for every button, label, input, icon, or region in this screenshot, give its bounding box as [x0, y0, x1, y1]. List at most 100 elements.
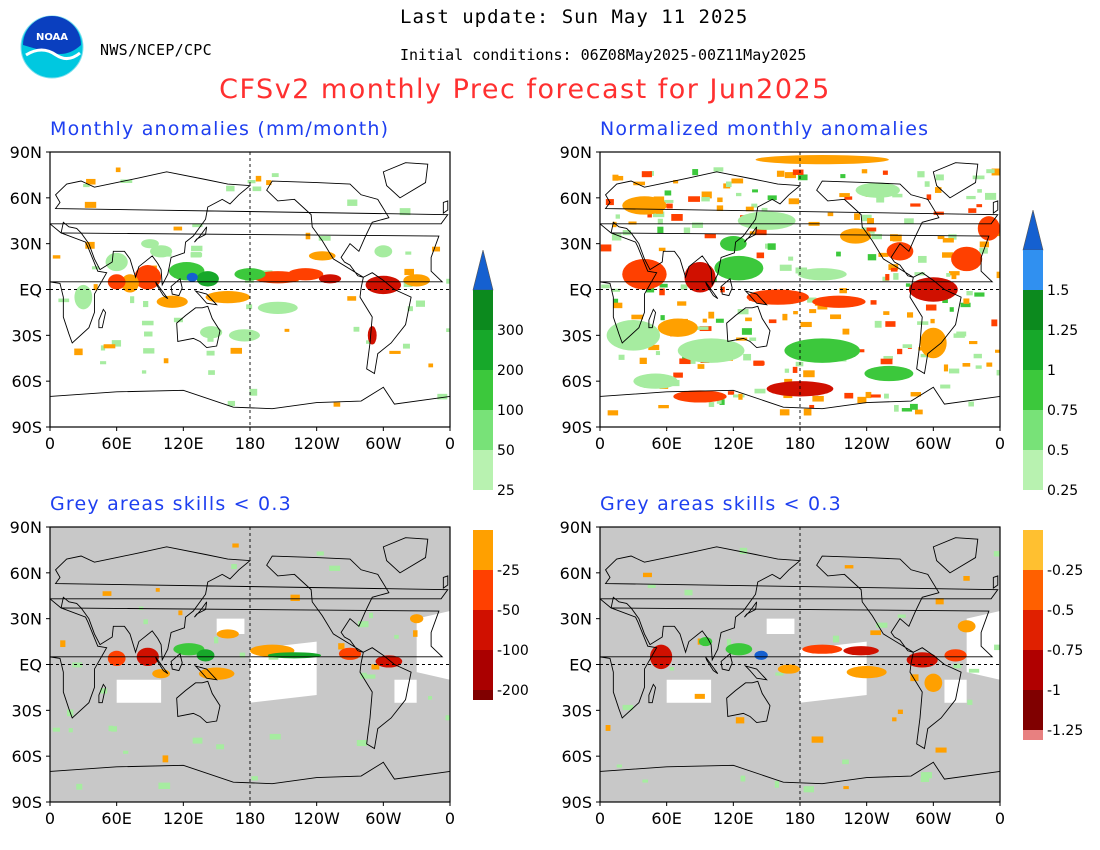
anomaly-patch	[755, 155, 889, 165]
lon-tick-label: 180	[235, 809, 266, 828]
anomaly-cell	[966, 195, 976, 200]
coastline-australia	[726, 305, 771, 349]
colorbar-label: 1	[1047, 363, 1056, 379]
anomaly-cell	[935, 598, 944, 605]
anomaly-cell	[934, 187, 942, 193]
lat-tick-label: 30N	[10, 235, 42, 254]
anomaly-patch	[196, 271, 219, 287]
anomaly-cell	[986, 362, 993, 367]
colorbar-label: 0.25	[1047, 483, 1078, 499]
anomaly-cell	[807, 297, 817, 303]
colorbar-arrow-top	[1022, 210, 1044, 251]
coastline-borneo	[170, 652, 183, 672]
anomaly-cell	[664, 199, 674, 203]
anomaly-cell	[782, 313, 788, 321]
anomaly-cell	[162, 755, 169, 763]
anomaly-cell	[836, 251, 841, 257]
anomaly-cell	[792, 169, 804, 175]
anomaly-cell	[232, 543, 239, 548]
colorbar-label: -0.25	[1047, 563, 1083, 579]
anomaly-cell	[633, 181, 646, 186]
lat-tick-label: 30S	[561, 326, 592, 345]
lon-tick-label: 180	[235, 434, 266, 453]
anomaly-cell	[979, 241, 990, 248]
anomaly-cell	[251, 776, 258, 781]
anomaly-cell	[356, 739, 368, 747]
anomaly-patch	[338, 647, 362, 660]
anomaly-cell	[684, 589, 693, 596]
coastline-sumatra	[705, 281, 719, 300]
lon-tick-label: 60W	[365, 434, 401, 453]
anomaly-patch	[107, 650, 126, 667]
anomaly-cell	[751, 203, 758, 208]
last-update: Last update: Sun May 11 2025	[400, 6, 749, 28]
anomaly-cell	[360, 672, 367, 679]
anomaly-cell	[968, 668, 980, 673]
lat-tick-label: 60S	[561, 372, 592, 391]
anomaly-cell	[809, 404, 815, 409]
anomaly-cell	[844, 392, 854, 399]
anomaly-cell	[854, 213, 860, 220]
coastline-africa	[50, 232, 444, 344]
anomaly-cell	[613, 298, 619, 304]
anomaly-cell	[715, 318, 724, 323]
lat-tick-label: 90N	[10, 143, 42, 162]
anomaly-cell	[190, 252, 202, 258]
anomaly-cell	[812, 395, 824, 402]
anomaly-patch	[121, 274, 139, 293]
anomaly-patch	[150, 245, 173, 258]
lon-tick-label: 0	[595, 809, 605, 828]
anomaly-cell	[883, 355, 893, 360]
anomaly-cell	[68, 728, 73, 733]
anomaly-cell	[664, 190, 672, 196]
anomaly-cell	[994, 644, 1000, 651]
coastline-namerica	[266, 180, 390, 278]
anomaly-cell	[701, 191, 712, 199]
anomaly-patch	[308, 251, 336, 261]
lat-tick-label: EQ	[569, 281, 592, 300]
anomaly-cell	[839, 193, 850, 198]
anomaly-patch	[977, 216, 1000, 241]
anomaly-cell	[673, 372, 683, 378]
lat-tick-label: 60S	[11, 372, 42, 391]
skill-area	[416, 611, 450, 680]
anomaly-cell	[91, 266, 100, 270]
anomaly-cell	[792, 366, 798, 373]
lat-tick-label: 60N	[10, 564, 42, 583]
anomaly-cell	[99, 688, 108, 694]
anomaly-patch	[746, 289, 809, 305]
coastline-borneo	[720, 277, 733, 297]
anomaly-cell	[727, 391, 735, 395]
anomaly-cell	[600, 244, 612, 252]
anomaly-cell	[704, 233, 716, 239]
anomaly-cell	[659, 283, 668, 288]
anomaly-cell	[933, 211, 944, 215]
colorbar-segment	[473, 650, 493, 690]
lon-tick-label: 0	[445, 809, 455, 828]
anomaly-patch	[754, 650, 768, 660]
anomaly-cell	[628, 221, 637, 225]
anomaly-cell	[601, 284, 610, 289]
anomaly-cell	[680, 284, 688, 290]
anomaly-patch	[886, 242, 914, 261]
anomaly-cell	[155, 588, 160, 592]
anomaly-cell	[622, 704, 634, 711]
anomaly-cell	[671, 214, 683, 221]
anomaly-cell	[607, 410, 619, 416]
anomaly-cell	[100, 361, 107, 365]
anomaly-cell	[904, 218, 914, 224]
anomaly-cell	[192, 737, 203, 744]
anomaly-cell	[943, 364, 949, 372]
anomaly-cell	[986, 169, 995, 174]
anomaly-cell	[869, 230, 875, 234]
anomaly-cell	[631, 314, 643, 320]
colorbar-label: 1.25	[1047, 323, 1078, 339]
anomaly-cell	[783, 393, 793, 399]
anomaly-cell	[745, 317, 752, 322]
anomaly-cell	[991, 319, 998, 327]
anomaly-cell	[871, 234, 882, 240]
lat-tick-label: 90S	[561, 793, 592, 812]
anomaly-cell	[60, 640, 66, 648]
